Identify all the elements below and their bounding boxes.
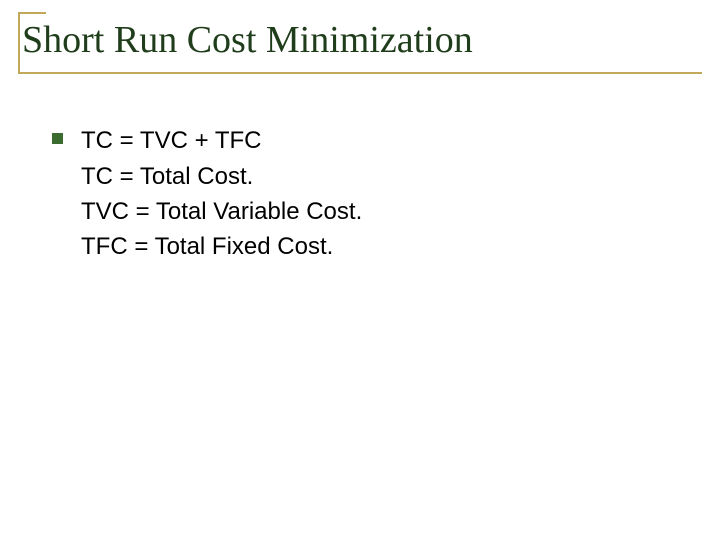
body-line: TC = Total Cost. xyxy=(81,160,698,195)
slide-title: Short Run Cost Minimization xyxy=(22,18,698,74)
bullet-item: TC = TVC + TFC xyxy=(52,124,698,159)
square-bullet-icon xyxy=(52,133,63,144)
title-container: Short Run Cost Minimization xyxy=(22,18,698,74)
body-line: TVC = Total Variable Cost. xyxy=(81,195,698,230)
body-line: TFC = Total Fixed Cost. xyxy=(81,230,698,265)
slide-body: TC = TVC + TFC TC = Total Cost. TVC = To… xyxy=(22,124,698,265)
title-underline xyxy=(18,72,702,74)
title-rule-left-decoration xyxy=(18,12,20,74)
bullet-text: TC = TVC + TFC xyxy=(81,124,261,159)
slide: Short Run Cost Minimization TC = TVC + T… xyxy=(0,0,720,540)
title-rule-top-decoration xyxy=(18,12,46,14)
